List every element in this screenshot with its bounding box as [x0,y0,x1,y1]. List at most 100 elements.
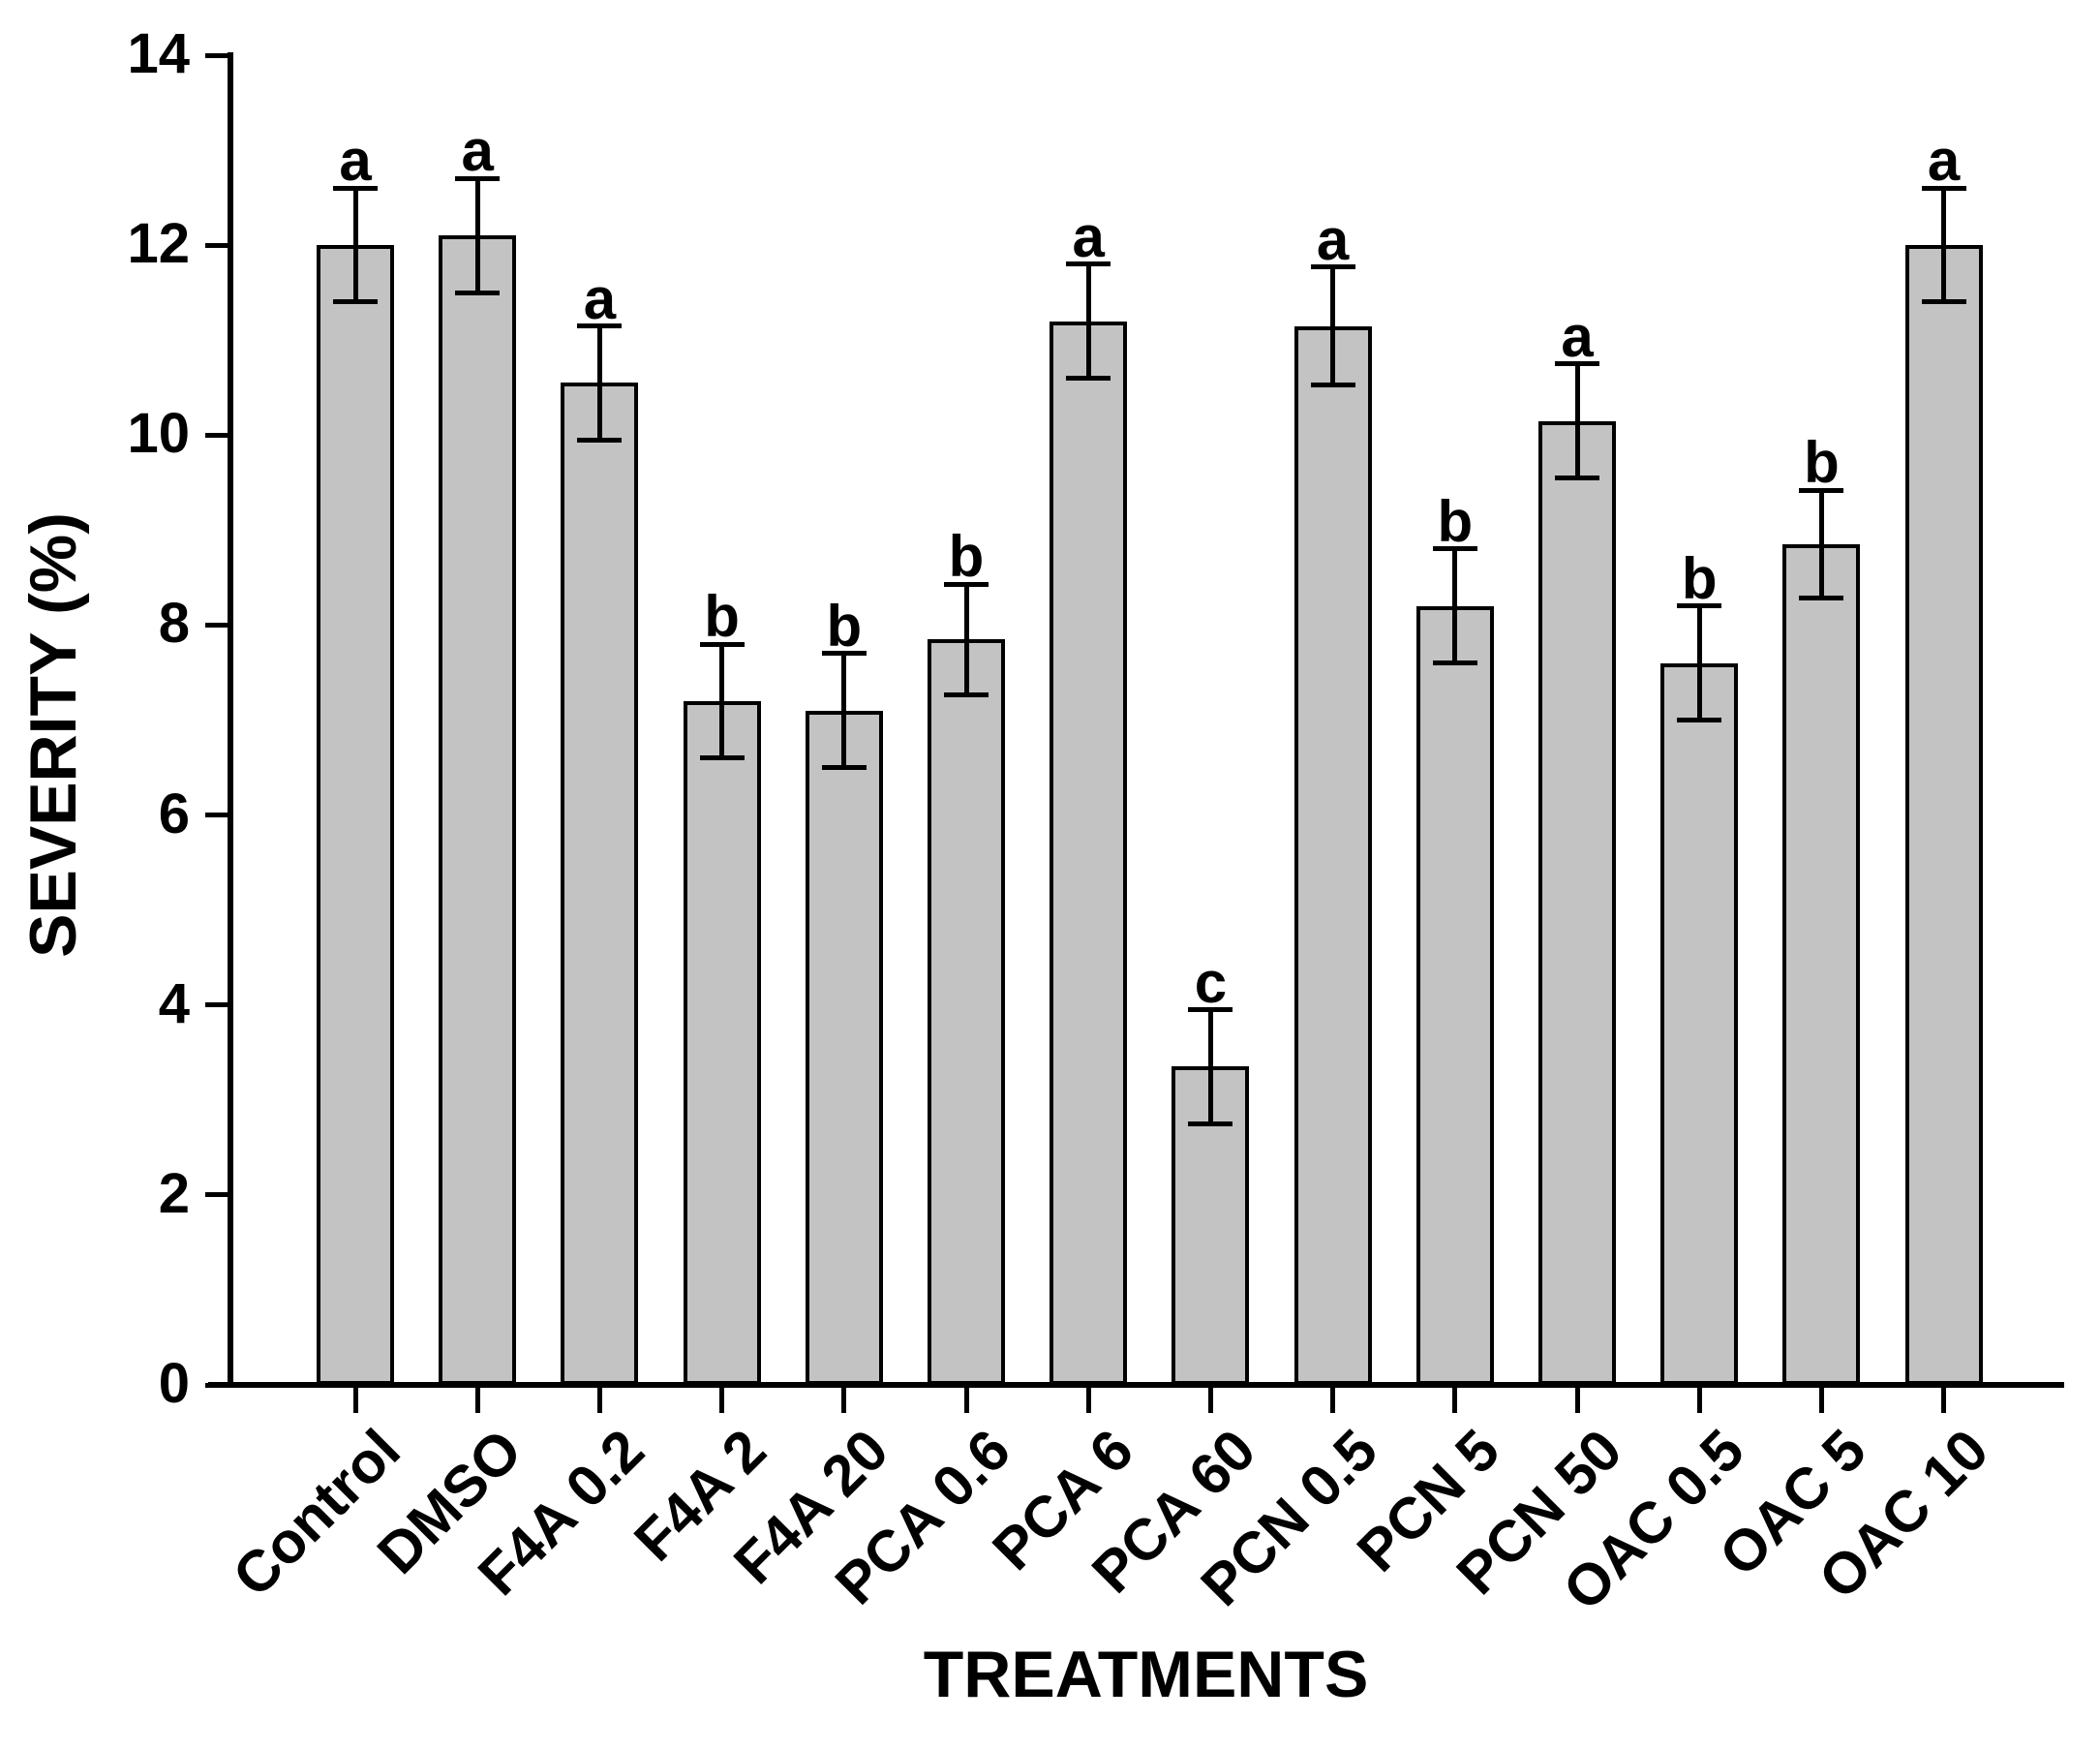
error-bar-cap-top [1188,1007,1233,1013]
error-bar-line [841,653,847,768]
significance-letter: b [704,584,740,650]
y-axis-title: SEVERITY (%) [16,511,90,958]
error-bar-line [1818,490,1824,599]
error-bar-cap-top [944,581,989,587]
error-bar-cap-bottom [1921,299,1966,305]
x-axis-tick [1207,1388,1213,1413]
y-axis-tick [205,1382,228,1388]
error-bar-cap-bottom [1188,1121,1233,1126]
bar-oac-10 [1904,245,1983,1385]
bar-pcn-0-5 [1293,325,1372,1385]
x-axis-tick [963,1388,969,1413]
error-bar-cap-top [1066,261,1111,267]
y-tick-label: 12 [127,212,190,276]
error-bar-line [596,325,602,441]
y-axis-tick [205,813,228,818]
error-bar-cap-top [577,323,623,328]
error-bar-cap-bottom [1432,660,1477,666]
error-bar-cap-top [1799,487,1844,493]
y-tick-label: 2 [158,1162,190,1226]
bar-f4a-20 [805,710,883,1385]
significance-letter: a [1072,203,1105,269]
significance-letter: b [948,524,985,590]
error-bar-cap-top [333,185,378,191]
significance-letter: b [1804,430,1840,496]
x-axis-title: TREATMENTS [923,1638,1369,1711]
error-bar-cap-bottom [699,755,745,761]
error-bar-cap-bottom [1066,375,1111,381]
x-axis-tick [719,1388,725,1413]
significance-letter: a [1561,303,1594,369]
error-bar-line [963,584,969,694]
error-bar-line [474,178,480,293]
error-bar-cap-bottom [577,437,623,443]
x-tick-label: Control [220,1417,412,1610]
y-axis-tick [205,1002,228,1008]
x-axis-tick [1085,1388,1091,1413]
bar-dmso [439,235,517,1385]
y-axis-tick [205,622,228,628]
x-axis-tick [352,1388,358,1413]
error-bar-line [1085,263,1091,379]
error-bar-line [1574,363,1580,478]
error-bar-cap-bottom [1677,718,1722,722]
x-axis-tick [596,1388,602,1413]
bar-pca-0-6 [928,639,1005,1385]
y-axis-line [228,52,233,1388]
significance-letter: a [461,118,494,184]
x-axis-tick [1941,1388,1947,1413]
x-axis-tick [1818,1388,1824,1413]
error-bar-line [1452,548,1458,663]
x-axis-tick [1452,1388,1458,1413]
bar-f4a-2 [683,700,761,1385]
x-axis-tick [1330,1388,1336,1413]
y-axis-tick [205,242,228,248]
bar-pca-6 [1050,321,1128,1385]
bar-pcn-50 [1538,420,1616,1385]
significance-letter: a [1927,128,1961,194]
error-bar-cap-bottom [1555,475,1599,480]
error-bar-line [1696,605,1702,721]
error-bar-cap-top [1677,603,1722,609]
error-bar-cap-top [1921,185,1966,191]
error-bar-cap-bottom [333,299,378,305]
error-bar-cap-top [455,175,501,181]
y-tick-label: 10 [127,402,190,466]
error-bar-cap-top [1555,361,1599,367]
bar-oac-0-5 [1660,662,1739,1385]
y-tick-label: 4 [158,971,190,1035]
error-bar-cap-bottom [944,691,989,697]
error-bar-line [352,188,358,302]
bar-pcn-5 [1415,605,1494,1385]
bar-oac-5 [1782,544,1861,1385]
significance-letter: a [583,265,617,331]
significance-letter: b [826,593,863,659]
error-bar-cap-top [1310,264,1355,270]
y-tick-label: 0 [158,1352,190,1416]
error-bar-cap-bottom [821,765,867,771]
x-axis-tick [1696,1388,1702,1413]
y-tick-label: 6 [158,782,190,845]
y-axis-tick [205,52,228,58]
significance-letter: b [1437,488,1474,554]
error-bar-cap-bottom [455,290,501,295]
y-axis-tick [205,432,228,438]
significance-letter: c [1194,949,1228,1015]
y-axis-tick [205,1192,228,1198]
error-bar-cap-bottom [1799,596,1844,601]
x-axis-tick [1574,1388,1580,1413]
error-bar-line [719,644,725,758]
error-bar-cap-bottom [1310,382,1355,387]
y-tick-label: 8 [158,592,190,656]
significance-letter: a [339,128,372,194]
bar-control [317,245,394,1385]
significance-letter: a [1316,206,1350,272]
bar-pca-60 [1172,1066,1250,1385]
error-bar-cap-top [821,651,867,657]
bar-f4a-0-2 [561,383,639,1385]
x-axis-line [208,1382,2064,1388]
error-bar-cap-top [1432,546,1477,552]
y-tick-label: 14 [127,22,190,86]
error-bar-line [1941,188,1947,302]
significance-letter: b [1681,545,1718,611]
